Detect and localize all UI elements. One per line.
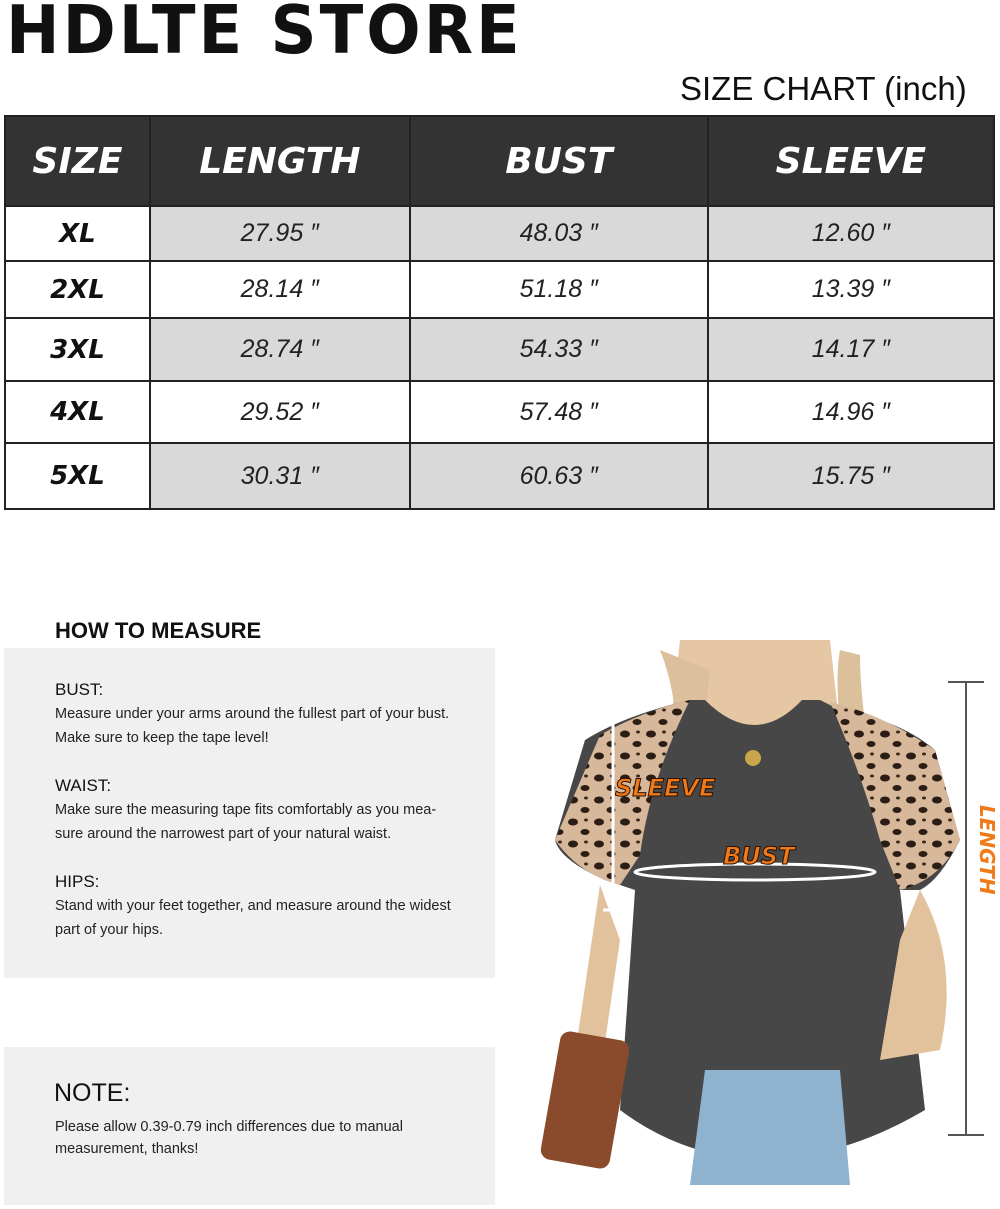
value-cell: 28.14 ″ [148,260,411,319]
value-cell: 60.63 ″ [408,442,709,510]
value-cell: 15.75 ″ [706,442,996,510]
table-row: 4XL 29.52 ″ 57.48 ″ 14.96 ″ [4,380,996,444]
value-cell: 27.95 ″ [148,205,411,262]
bust-label: BUST [723,842,796,870]
note-text: measurement, thanks! [55,1141,199,1157]
chart-title-text: SIZE CHART [680,70,875,107]
value-cell: 51.18 ″ [408,260,709,319]
value-cell: 14.96 ″ [706,380,996,444]
note-text: Please allow 0.39-0.79 inch differences … [55,1119,403,1135]
table-row: 3XL 28.74 ″ 54.33 ″ 14.17 ″ [4,317,996,382]
section-text: Stand with your feet together, and measu… [55,898,451,914]
column-header: SLEEVE [706,115,996,207]
value-cell: 57.48 ″ [408,380,709,444]
size-cell: 5XL [4,442,151,510]
section-heading: HIPS: [55,872,100,891]
size-table: SIZE LENGTH BUST SLEEVE XL 27.95 ″ 48.03 ″ 12.6… [4,115,996,510]
store-title: HDLTE STORE [6,0,523,70]
note-box: NOTE: Please allow 0.39-0.79 inch differe… [4,1047,495,1205]
value-cell: 30.31 ″ [148,442,411,510]
table-row: 2XL 28.14 ″ 51.18 ″ 13.39 ″ [4,260,996,319]
value-cell: 13.39 ″ [706,260,996,319]
measure-title: HOW TO MEASURE [55,618,262,643]
table-row: XL 27.95 ″ 48.03 ″ 12.60 ″ [4,205,996,262]
model-photo: SLEEVE BUST LENGTH [540,640,1000,1185]
chart-title: SIZE CHART (inch) [680,70,967,108]
size-cell: 4XL [4,380,151,444]
section-text: sure around the narrowest part of your n… [55,826,392,842]
column-header: SIZE [4,115,151,207]
value-cell: 48.03 ″ [408,205,709,262]
value-cell: 12.60 ″ [706,205,996,262]
sleeve-label: SLEEVE [615,774,716,802]
section-text: Measure under your arms around the fulle… [55,706,450,722]
value-cell: 28.74 ″ [148,317,411,382]
section-heading: WAIST: [55,776,112,795]
note-title: NOTE: [54,1079,131,1107]
length-label: LENGTH [975,805,999,895]
column-header: LENGTH [148,115,411,207]
unit: (inch) [884,70,967,107]
section-heading: BUST: [55,680,104,699]
measure-box: BUST: Measure under your arms around the … [4,648,495,978]
section-text: Make sure to keep the tape level! [55,730,269,746]
value-cell: 29.52 ″ [148,380,411,444]
section-text: Make sure the measuring tape fits comfor… [55,802,437,818]
column-header: BUST [408,115,709,207]
size-cell: 3XL [4,317,151,382]
section-text: part of your hips. [55,922,163,938]
header-row: SIZE LENGTH BUST SLEEVE [4,115,996,207]
value-cell: 14.17 ″ [706,317,996,382]
size-cell: XL [4,205,151,262]
table-row: 5XL 30.31 ″ 60.63 ″ 15.75 ″ [4,442,996,510]
value-cell: 54.33 ″ [408,317,709,382]
size-cell: 2XL [4,260,151,319]
